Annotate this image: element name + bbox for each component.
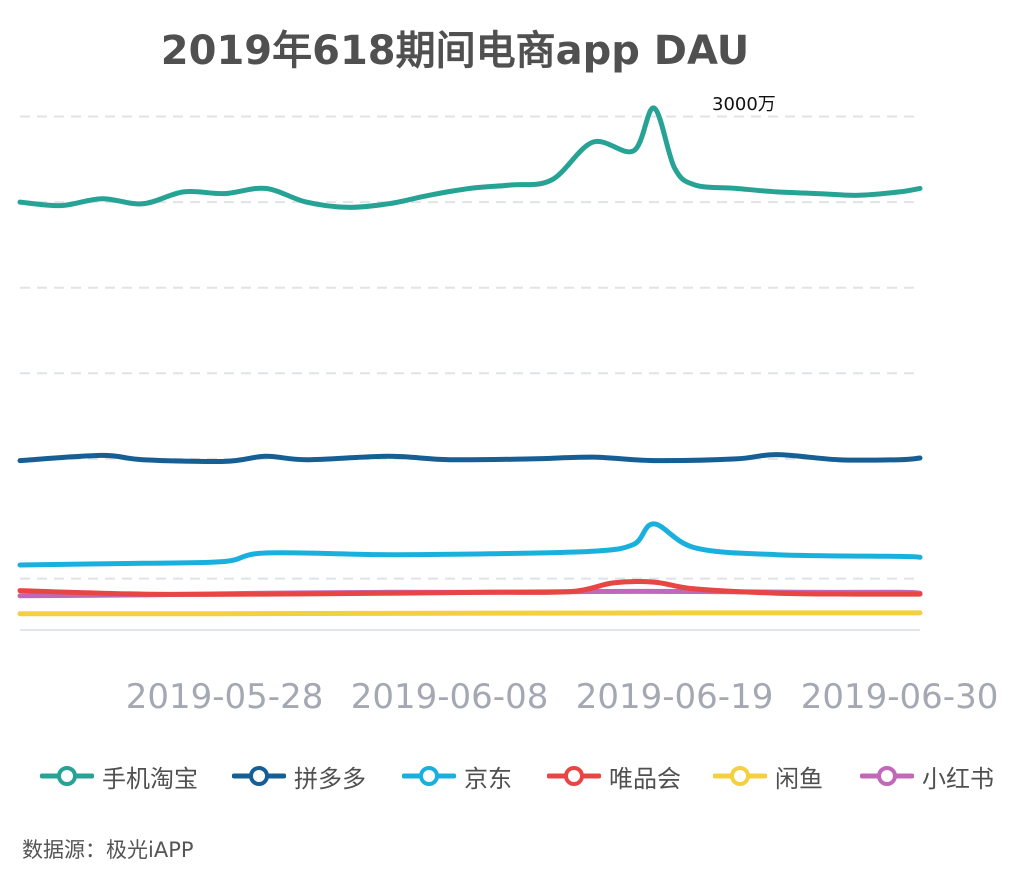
series-line-1 — [17, 452, 923, 465]
peak-annotation: 3000万 — [712, 94, 776, 115]
legend-label: 京东 — [464, 764, 512, 793]
series-line-4 — [17, 610, 923, 617]
line-chart: 2019-05-28 2019-06-08 2019-06-19 2019-06-30… — [17, 94, 999, 717]
series-lines — [17, 105, 923, 617]
x-tick-label-1: 2019-06-08 — [351, 677, 549, 717]
legend-label: 拼多多 — [294, 764, 366, 793]
legend-item-4[interactable]: 闲鱼 — [713, 756, 823, 796]
gridlines — [20, 115, 920, 631]
series-line-2 — [17, 521, 923, 568]
x-tick-label-0: 2019-05-28 — [126, 677, 324, 717]
x-tick-label-2: 2019-06-19 — [576, 677, 774, 717]
legend-marker-icon — [713, 766, 767, 786]
legend-label: 手机淘宝 — [102, 764, 198, 793]
legend-item-2[interactable]: 京东 — [402, 756, 512, 796]
legend-marker-icon — [860, 766, 914, 786]
legend-item-0[interactable]: 手机淘宝 — [40, 756, 198, 796]
legend-marker-icon — [40, 766, 94, 786]
legend-item-1[interactable]: 拼多多 — [232, 756, 366, 796]
legend-item-3[interactable]: 唯品会 — [547, 756, 681, 796]
legend-marker-icon — [232, 766, 286, 786]
legend-label: 闲鱼 — [775, 764, 823, 793]
legend-marker-icon — [547, 766, 601, 786]
series-line-3 — [17, 579, 923, 597]
series-line-0 — [17, 105, 923, 210]
x-axis-ticks: 2019-05-28 2019-06-08 2019-06-19 2019-06-30 — [126, 677, 999, 717]
chart-title: 2019年618期间电商app DAU — [160, 28, 750, 74]
legend-marker-icon — [402, 766, 456, 786]
legend-label: 小红书 — [922, 764, 994, 793]
legend-label: 唯品会 — [609, 764, 681, 793]
source-note: 数据源：极光iAPP — [22, 838, 194, 862]
x-tick-label-3: 2019-06-30 — [801, 677, 999, 717]
legend-item-5[interactable]: 小红书 — [860, 756, 994, 796]
legend: 手机淘宝 拼多多 京东 唯品会 闲鱼 小红书 — [40, 756, 1000, 796]
